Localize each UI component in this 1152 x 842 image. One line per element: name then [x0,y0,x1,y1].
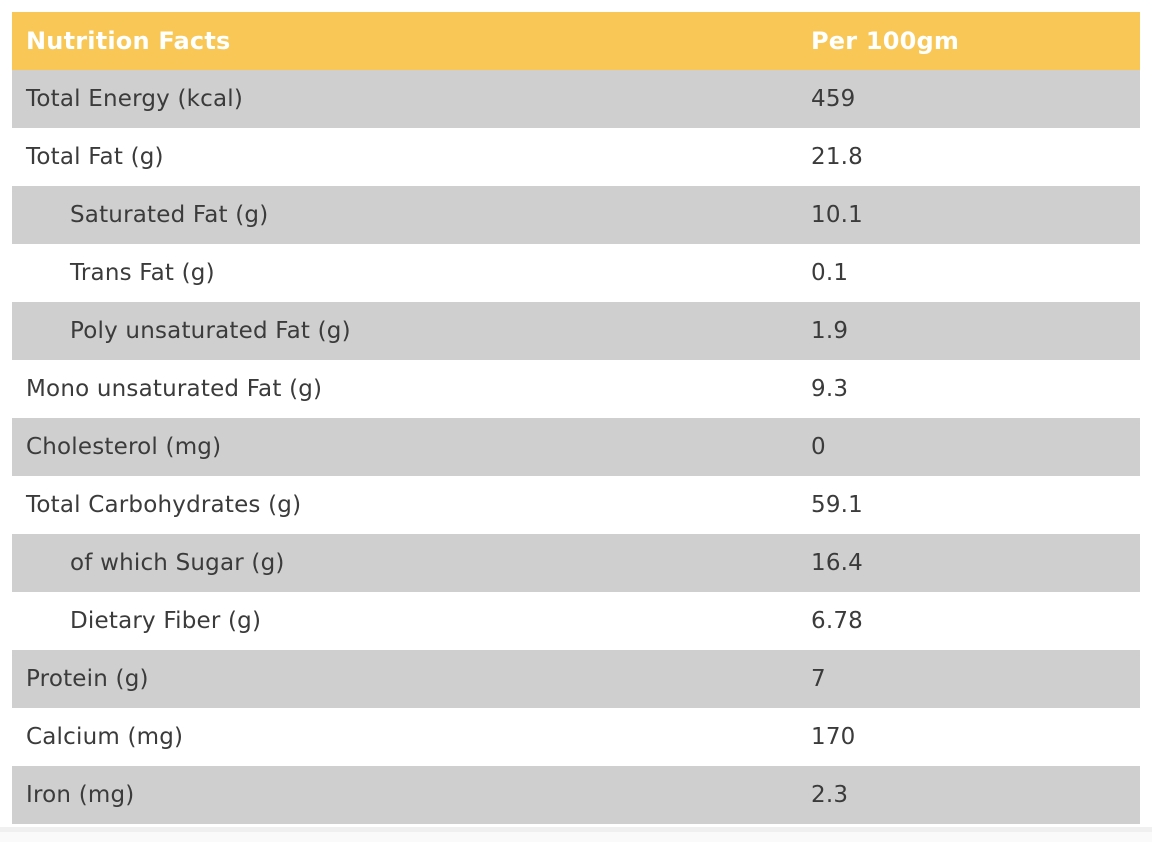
table-row: Poly unsaturated Fat (g) 1.9 [12,302,1140,360]
header-cell-per-100gm: Per 100gm [811,27,960,55]
row-value: 16.4 [811,550,864,576]
header-cell-nutrition-facts: Nutrition Facts [26,27,231,55]
row-label: Cholesterol (mg) [26,434,222,460]
table-row: of which Sugar (g) 16.4 [12,534,1140,592]
table-row: Trans Fat (g) 0.1 [12,244,1140,302]
row-label: Iron (mg) [26,782,135,808]
row-value: 170 [811,724,856,750]
row-value: 59.1 [811,492,864,518]
row-label: Protein (g) [26,666,149,692]
page-background-below-table [0,832,1152,842]
table-row: Cholesterol (mg) 0 [12,418,1140,476]
row-label: Total Fat (g) [26,144,164,170]
next-row-partial [0,827,1152,832]
row-label: Trans Fat (g) [70,260,215,286]
table-row: Protein (g) 7 [12,650,1140,708]
table-row: Mono unsaturated Fat (g) 9.3 [12,360,1140,418]
row-label: Saturated Fat (g) [70,202,269,228]
row-label: Total Energy (kcal) [26,86,244,112]
row-value: 1.9 [811,318,849,344]
row-label: of which Sugar (g) [70,550,285,576]
table-row: Calcium (mg) 170 [12,708,1140,766]
table-row: Total Carbohydrates (g) 59.1 [12,476,1140,534]
table-body: Total Energy (kcal) 459 Total Fat (g) 21.8 S… [12,70,1140,824]
table-row: Dietary Fiber (g) 6.78 [12,592,1140,650]
row-value: 6.78 [811,608,864,634]
page: Nutrition Facts Per 100gm Total Energy (… [12,12,1140,824]
table-row: Iron (mg) 2.3 [12,766,1140,824]
table-row: Total Fat (g) 21.8 [12,128,1140,186]
row-value: 7 [811,666,826,692]
row-value: 0.1 [811,260,849,286]
row-value: 0 [811,434,826,460]
row-label: Dietary Fiber (g) [70,608,262,634]
table-row: Saturated Fat (g) 10.1 [12,186,1140,244]
row-label: Total Carbohydrates (g) [26,492,302,518]
row-label: Calcium (mg) [26,724,184,750]
row-label: Poly unsaturated Fat (g) [70,318,351,344]
row-value: 10.1 [811,202,864,228]
table-header-row: Nutrition Facts Per 100gm [12,12,1140,70]
row-value: 2.3 [811,782,849,808]
row-value: 9.3 [811,376,849,402]
row-value: 21.8 [811,144,864,170]
below-table-gap [0,824,1152,827]
row-value: 459 [811,86,856,112]
row-label: Mono unsaturated Fat (g) [26,376,323,402]
table-row: Total Energy (kcal) 459 [12,70,1140,128]
nutrition-facts-table: Nutrition Facts Per 100gm Total Energy (… [12,12,1140,824]
